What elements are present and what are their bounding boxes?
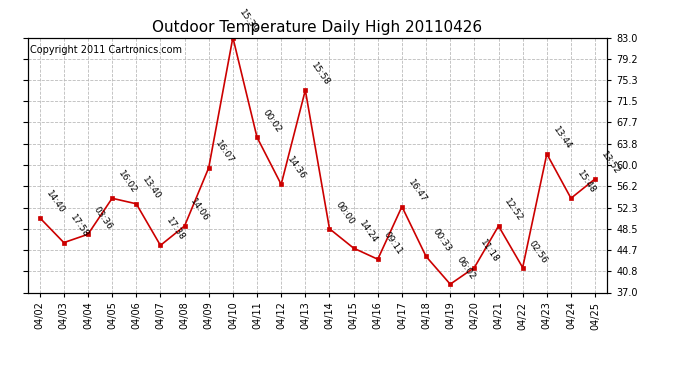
Text: 03:36: 03:36 (92, 205, 115, 231)
Text: 15:39: 15:39 (237, 8, 259, 35)
Text: 14:40: 14:40 (44, 189, 66, 215)
Text: 12:52: 12:52 (503, 197, 525, 223)
Text: 14:24: 14:24 (358, 219, 380, 245)
Text: 11:18: 11:18 (479, 238, 501, 265)
Text: Copyright 2011 Cartronics.com: Copyright 2011 Cartronics.com (30, 45, 182, 55)
Text: 17:38: 17:38 (165, 216, 187, 243)
Text: 06:02: 06:02 (455, 255, 477, 281)
Text: 16:07: 16:07 (213, 139, 235, 165)
Text: 09:11: 09:11 (382, 230, 404, 256)
Text: 00:00: 00:00 (334, 200, 356, 226)
Text: 14:36: 14:36 (286, 155, 308, 182)
Text: 00:33: 00:33 (431, 227, 453, 254)
Text: 17:58: 17:58 (68, 213, 90, 240)
Text: 13:40: 13:40 (141, 175, 163, 201)
Text: 13:44: 13:44 (551, 125, 573, 151)
Text: 13:52: 13:52 (600, 150, 622, 176)
Text: 15:48: 15:48 (575, 169, 598, 195)
Text: 16:02: 16:02 (117, 169, 139, 195)
Text: 02:56: 02:56 (527, 238, 549, 265)
Text: 16:47: 16:47 (406, 177, 428, 204)
Text: 14:06: 14:06 (189, 197, 211, 223)
Text: 00:02: 00:02 (262, 108, 284, 135)
Title: Outdoor Temperature Daily High 20110426: Outdoor Temperature Daily High 20110426 (152, 20, 482, 35)
Text: 15:58: 15:58 (310, 61, 332, 87)
